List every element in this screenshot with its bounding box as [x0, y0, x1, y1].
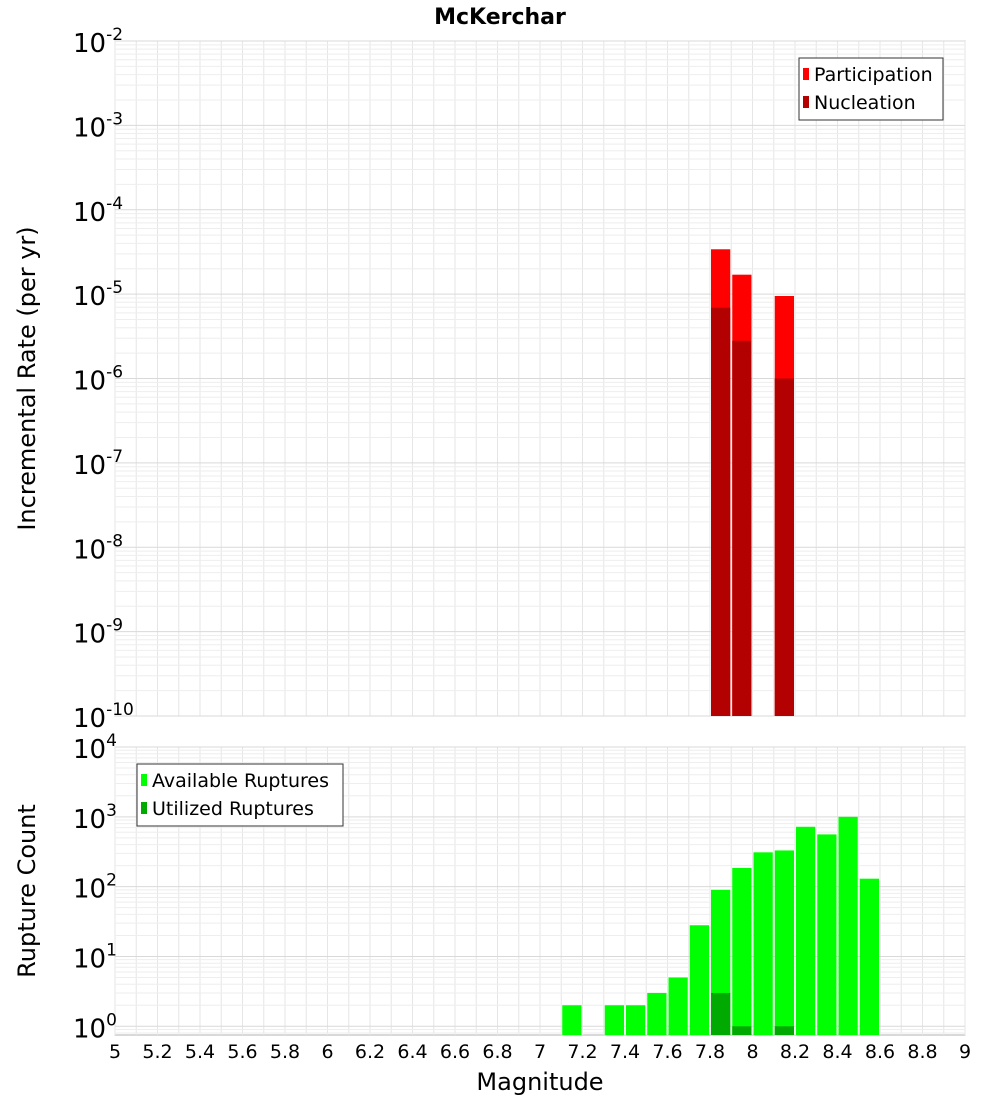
y-tick-label: 10-5 — [73, 278, 123, 312]
rate-y-axis-label: Incremental Rate (per yr) — [13, 226, 41, 530]
available-ruptures-bar — [604, 1005, 624, 1035]
available-ruptures-bar — [626, 1005, 646, 1035]
x-tick-label: 8 — [746, 1041, 758, 1063]
x-tick-label: 6.2 — [355, 1041, 385, 1063]
available-ruptures-bar — [732, 867, 752, 1035]
nucleation-bar — [774, 378, 794, 716]
x-tick-label: 5 — [109, 1041, 121, 1063]
x-tick-label: 5.6 — [227, 1041, 257, 1063]
count-legend-swatch — [141, 802, 147, 814]
available-ruptures-bar — [753, 852, 773, 1035]
rate-legend: Participation Nucleation — [798, 57, 944, 121]
available-ruptures-bar — [796, 826, 816, 1035]
count-y-axis-label: Rupture Count — [13, 804, 41, 978]
y-tick-label: 10-4 — [73, 194, 123, 228]
x-axis-label: Magnitude — [476, 1068, 603, 1096]
available-ruptures-bar — [647, 992, 667, 1035]
utilized-ruptures-bar — [774, 1026, 794, 1035]
x-tick-label: 8.4 — [822, 1041, 852, 1063]
available-ruptures-bar — [774, 850, 794, 1035]
count-bars — [562, 816, 879, 1035]
y-tick-label: 10-9 — [73, 616, 123, 650]
count-y-ticks: 104 103 102 101 100 — [73, 731, 117, 1044]
x-tick-label: 5.4 — [185, 1041, 215, 1063]
rate-panel-grid — [114, 40, 966, 717]
rate-legend-swatch — [803, 96, 809, 108]
count-panel: 104 103 102 101 100 Rupture Count Available … — [13, 731, 966, 1044]
y-tick-label: 10-10 — [73, 700, 134, 734]
available-ruptures-bar — [838, 816, 858, 1035]
available-ruptures-bar — [689, 925, 709, 1035]
rate-panel: 10-2 10-3 10-4 10-5 10-6 10-7 10-8 10-9 10-10 In… — [13, 25, 966, 734]
rate-bars — [711, 249, 794, 716]
x-tick-label: 6.4 — [397, 1041, 427, 1063]
rate-legend-label: Participation — [814, 64, 933, 86]
x-tick-label: 5.2 — [142, 1041, 172, 1063]
count-legend: Available Ruptures Utilized Ruptures — [136, 763, 344, 827]
x-tick-label: 8.6 — [865, 1041, 895, 1063]
x-tick-label: 6 — [321, 1041, 333, 1063]
chart-title: McKerchar — [434, 5, 566, 30]
count-legend-swatch — [141, 774, 147, 786]
rate-legend-swatch — [803, 68, 809, 80]
y-tick-label: 102 — [73, 871, 117, 905]
available-ruptures-bar — [668, 977, 688, 1035]
x-tick-label: 7 — [534, 1041, 546, 1063]
rate-legend-label: Nucleation — [814, 92, 916, 114]
y-tick-label: 101 — [73, 940, 117, 974]
x-tick-label: 7.4 — [610, 1041, 640, 1063]
y-tick-label: 10-3 — [73, 109, 123, 143]
x-tick-label: 7.8 — [695, 1041, 725, 1063]
count-legend-label: Utilized Ruptures — [152, 798, 314, 820]
x-tick-label: 6.6 — [440, 1041, 470, 1063]
count-legend-box — [136, 763, 344, 827]
count-legend-label: Available Ruptures — [152, 770, 329, 792]
nucleation-bar — [732, 340, 752, 716]
available-ruptures-bar — [817, 834, 837, 1035]
utilized-ruptures-bar — [732, 1026, 752, 1035]
x-tick-label: 8.8 — [907, 1041, 937, 1063]
y-tick-label: 10-8 — [73, 531, 123, 565]
y-tick-label: 10-6 — [73, 363, 123, 397]
y-tick-label: 103 — [73, 801, 117, 835]
x-tick-label: 5.8 — [270, 1041, 300, 1063]
available-ruptures-bar — [562, 1005, 582, 1035]
x-axis-ticks: 5 5.2 5.4 5.6 5.8 6 6.2 6.4 6.6 6.8 7 7.2 7.4 7.6 7.8 8… — [109, 1041, 971, 1063]
y-tick-label: 10-2 — [73, 25, 123, 59]
x-tick-label: 9 — [959, 1041, 971, 1063]
x-tick-label: 7.2 — [567, 1041, 597, 1063]
utilized-ruptures-bar — [711, 992, 731, 1035]
available-ruptures-bar — [859, 878, 879, 1035]
y-tick-label: 10-7 — [73, 447, 123, 481]
rate-y-ticks: 10-2 10-3 10-4 10-5 10-6 10-7 10-8 10-9 10-10 — [73, 25, 134, 734]
x-tick-label: 7.6 — [652, 1041, 682, 1063]
rate-legend-box — [798, 57, 944, 121]
y-tick-label: 104 — [73, 731, 117, 765]
x-tick-label: 8.2 — [780, 1041, 810, 1063]
x-tick-label: 6.8 — [482, 1041, 512, 1063]
nucleation-bar — [711, 307, 731, 716]
y-tick-label: 100 — [73, 1010, 117, 1044]
